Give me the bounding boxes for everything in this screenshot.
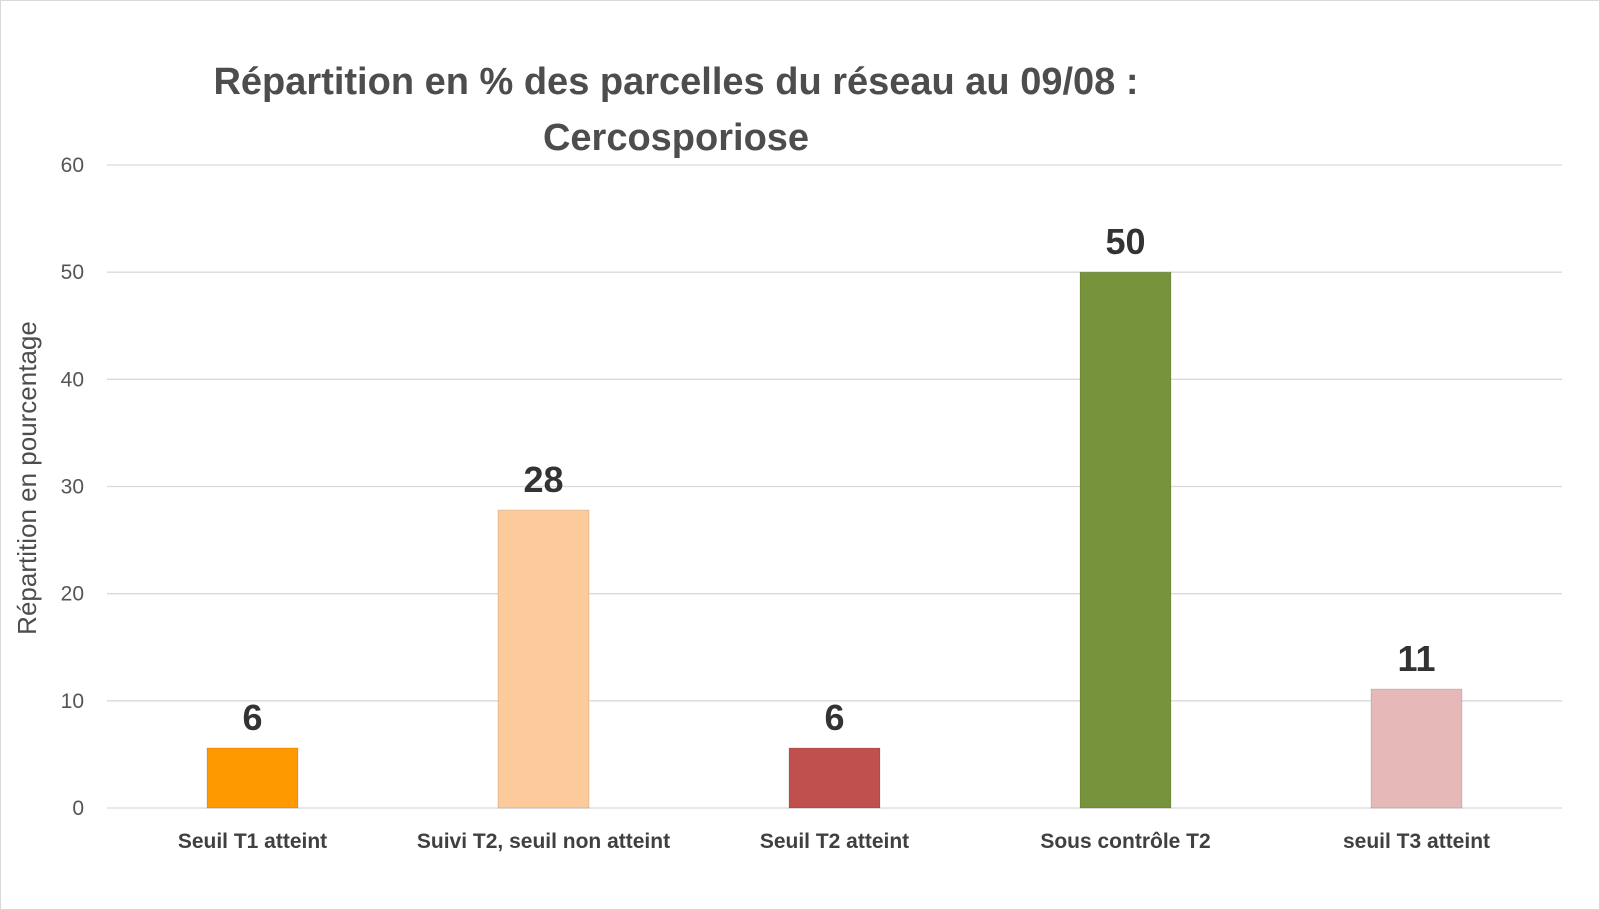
y-tick-label: 60: [61, 154, 84, 177]
data-label: 11: [1397, 638, 1435, 679]
bar: [1079, 271, 1172, 809]
x-tick-label: Suivi T2, seuil non atteint: [417, 830, 670, 853]
y-tick-label: 40: [61, 368, 84, 391]
data-labels: 6 28 6 50 11: [242, 221, 1435, 738]
bars: [206, 271, 1463, 809]
y-tick-label: 10: [61, 690, 84, 713]
data-label: 6: [242, 697, 262, 738]
chart-title: Répartition en % des parcelles du réseau…: [213, 61, 1138, 103]
x-tick-label: Sous contrôle T2: [1040, 830, 1210, 853]
data-label: 28: [523, 459, 563, 500]
x-tick-label: Seuil T1 atteint: [178, 830, 327, 853]
bar: [497, 509, 590, 809]
y-axis-label: Répartition en pourcentage: [12, 321, 42, 635]
x-axis-ticks: Seuil T1 atteint Suivi T2, seuil non atte…: [178, 830, 1490, 853]
data-label: 50: [1105, 221, 1145, 262]
bar: [788, 747, 881, 809]
y-tick-label: 30: [61, 476, 84, 499]
x-tick-label: Seuil T2 atteint: [760, 830, 909, 853]
bar: [1370, 688, 1463, 809]
chart-subtitle: Cercosporiose: [543, 117, 809, 159]
bar: [206, 747, 299, 809]
gridlines: [107, 164, 1562, 809]
data-label: 6: [824, 697, 844, 738]
y-tick-label: 0: [72, 797, 84, 820]
x-tick-label: seuil T3 atteint: [1343, 830, 1490, 853]
y-tick-label: 20: [61, 583, 84, 606]
y-tick-label: 50: [61, 261, 84, 284]
y-axis-ticks: 0 10 20 30 40 50 60: [61, 154, 84, 820]
